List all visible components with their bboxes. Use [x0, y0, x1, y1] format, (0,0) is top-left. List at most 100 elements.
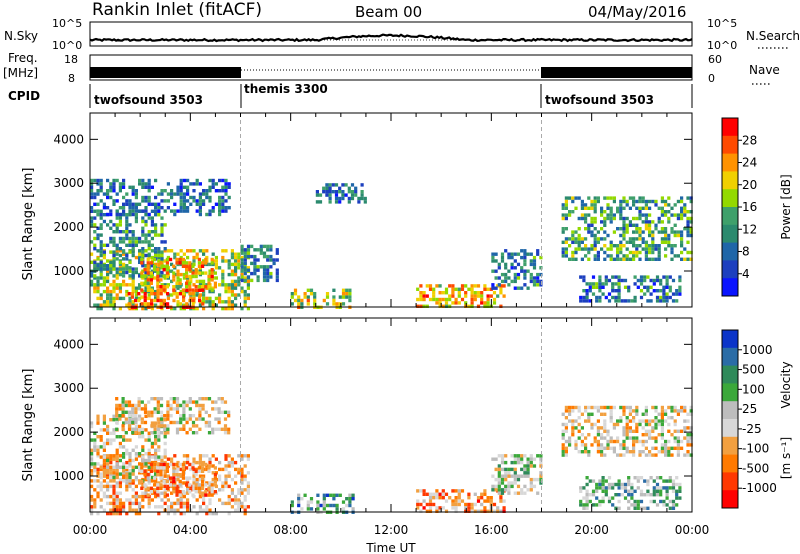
heatmap-cell [617, 289, 621, 293]
heatmap-cell [185, 417, 189, 421]
heatmap-cell [240, 272, 244, 277]
heatmap-cell [179, 182, 183, 186]
heatmap-cell [144, 219, 148, 224]
heatmap-cell [205, 467, 209, 472]
heatmap-cell [165, 271, 169, 275]
heatmap-cell [585, 482, 589, 487]
heatmap-cell [673, 254, 677, 258]
heatmap-cell [150, 216, 154, 220]
heatmap-cell [207, 469, 211, 473]
heatmap-cell [632, 216, 636, 221]
heatmap-cell [641, 213, 645, 217]
heatmap-cell [240, 477, 244, 482]
heatmap-cell [118, 206, 122, 210]
heatmap-cell [262, 271, 267, 276]
heatmap-cell [348, 497, 352, 501]
heatmap-cell [224, 300, 228, 304]
heatmap-cell [654, 436, 658, 440]
heatmap-cell [102, 462, 106, 466]
heatmap-cell [595, 486, 599, 490]
heatmap-cell [444, 509, 449, 513]
heatmap-cell [632, 203, 636, 207]
heatmap-cell [686, 233, 690, 238]
heatmap-cell [638, 196, 642, 200]
heatmap-cell [115, 484, 119, 489]
heatmap-cell [593, 220, 597, 224]
heatmap-cell [246, 293, 250, 297]
heatmap-cell [240, 268, 244, 272]
heatmap-cell [150, 445, 154, 449]
heatmap-cell [686, 433, 690, 437]
heatmap-cell [197, 257, 201, 262]
heatmap-cell [441, 506, 445, 510]
heatmap-cell [115, 192, 119, 196]
heatmap-cell [654, 439, 658, 444]
heatmap-cell [676, 443, 680, 447]
heatmap-cell [150, 421, 154, 425]
heatmap-cell [125, 270, 129, 275]
heatmap-cell [154, 206, 158, 210]
heatmap-cell [175, 462, 179, 467]
heatmap-cell [131, 494, 135, 499]
heatmap-cell [588, 285, 592, 289]
colorbar-swatch [722, 330, 738, 349]
heatmap-cell [150, 479, 154, 483]
heatmap-cell [627, 506, 631, 510]
heatmap-cell [198, 209, 202, 213]
heatmap-cell [99, 233, 103, 237]
heatmap-cell [198, 460, 202, 465]
heatmap-cell [182, 185, 186, 189]
heatmap-cell [673, 213, 677, 217]
heatmap-cell [625, 419, 629, 423]
heatmap-cell [644, 223, 648, 227]
heatmap-cell [112, 511, 116, 516]
heatmap-cell [128, 199, 132, 203]
heatmap-cell [646, 489, 650, 493]
heatmap-cell [163, 460, 167, 465]
heatmap-cell [516, 286, 521, 290]
x-axis-label: Time UT [365, 541, 416, 554]
heatmap-cell [172, 490, 176, 494]
heatmap-cell [457, 496, 461, 500]
heatmap-cell [230, 283, 234, 287]
heatmap-cell [146, 302, 150, 306]
heatmap-cell [483, 509, 487, 513]
heatmap-cell [128, 455, 132, 459]
heatmap-cell [600, 443, 604, 447]
heatmap-cell [470, 287, 474, 291]
heatmap-cell [584, 405, 588, 410]
heatmap-cell [102, 206, 106, 210]
heatmap-cell [585, 299, 589, 303]
heatmap-cell [147, 435, 151, 439]
heatmap-cell [290, 295, 294, 299]
heatmap-cell [577, 227, 581, 231]
heatmap-cell [213, 476, 217, 480]
heatmap-cell [600, 412, 604, 416]
heatmap-cell [208, 212, 212, 217]
heatmap-cell [179, 209, 183, 213]
heatmap-cell [204, 420, 208, 425]
heatmap-cell [680, 230, 684, 234]
heatmap-cell [539, 464, 543, 468]
nsky-series-line [89, 33, 693, 43]
heatmap-cell [205, 481, 209, 485]
heatmap-cell [124, 410, 128, 414]
heatmap-cell [502, 284, 506, 288]
heatmap-cell [641, 443, 645, 447]
heatmap-cell [93, 264, 97, 268]
heatmap-cell [154, 448, 158, 452]
heatmap-cell [504, 471, 508, 475]
heatmap-cell [214, 471, 218, 475]
heatmap-cell [208, 185, 212, 189]
heatmap-cell [635, 439, 639, 444]
heatmap-cell [667, 416, 671, 420]
heatmap-cell [188, 476, 192, 480]
heatmap-cell [491, 283, 495, 287]
heatmap-cell [237, 498, 241, 502]
heatmap-cell [590, 220, 594, 224]
heatmap-cell [160, 226, 164, 230]
heatmap-cell [435, 284, 439, 288]
heatmap-cell [648, 244, 652, 248]
heatmap-cell [579, 489, 583, 493]
heatmap-cell [432, 297, 436, 302]
